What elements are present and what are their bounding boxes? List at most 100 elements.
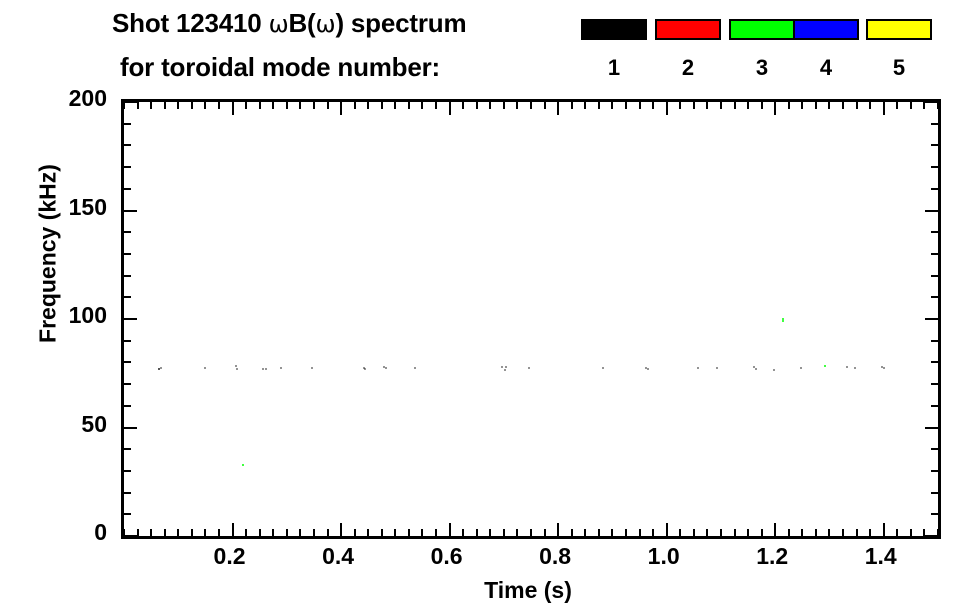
title-shot-text: Shot 123410 (112, 8, 269, 38)
legend-swatch-mode-1[interactable] (581, 19, 647, 40)
x-tick-label-1.2: 1.2 (756, 543, 789, 569)
x-tick-top-0.075 (163, 102, 166, 109)
legend-swatch-mode-3[interactable] (729, 19, 795, 40)
y-tick-right-90 (931, 339, 938, 342)
y-tick-180 (124, 144, 131, 147)
y-tick-right-70 (931, 383, 938, 386)
x-tick-0.150 (204, 529, 207, 536)
y-tick-100 (124, 318, 137, 320)
data-point-mode-1 (696, 366, 699, 369)
x-tick-top-1.375 (869, 102, 872, 109)
data-point-mode-1 (504, 365, 507, 368)
x-axis-label: Time (s) (484, 577, 572, 603)
title-line-1: Shot 123410 ωB(ω) spectrum (112, 8, 467, 39)
y-tick-right-100 (925, 318, 938, 320)
y-tick-80 (124, 361, 131, 364)
x-tick-top-0.950 (638, 102, 641, 109)
data-point-mode-1 (755, 367, 758, 370)
legend-swatch-mode-2[interactable] (655, 19, 721, 40)
x-tick-0.225 (245, 529, 248, 536)
omega-symbol-2: ω (315, 10, 336, 38)
x-tick-top-0.425 (353, 102, 356, 109)
x-tick-top-0.550 (421, 102, 424, 109)
x-tick-0.925 (624, 529, 627, 536)
x-tick-1.500 (937, 529, 938, 536)
y-tick-right-150 (925, 209, 938, 212)
y-tick-10 (124, 513, 131, 516)
x-tick-top-0.450 (367, 102, 370, 109)
legend-label-mode-4: 4 (819, 55, 833, 80)
x-tick-top-0.775 (543, 102, 546, 109)
y-tick-90 (124, 339, 131, 342)
x-tick-top-0.150 (204, 102, 207, 109)
x-tick-1.350 (855, 529, 858, 536)
x-tick-top-0.175 (217, 102, 220, 109)
legend-label-mode-1: 1 (607, 55, 621, 80)
y-tick-label-100: 100 (68, 302, 107, 328)
y-tick-right-110 (931, 296, 938, 299)
x-tick-label-0.4: 0.4 (322, 543, 355, 569)
x-tick-top-1.250 (801, 102, 804, 109)
x-tick-0.800 (557, 523, 560, 536)
legend-label-mode-5: 5 (892, 55, 906, 80)
x-tick-label-0.2: 0.2 (213, 543, 246, 569)
x-tick-top-0.850 (584, 102, 587, 109)
x-tick-top-0.025 (136, 102, 139, 109)
y-tick-70 (124, 383, 131, 386)
x-tick-top-1.450 (909, 102, 912, 109)
x-tick-1.025 (679, 529, 682, 536)
chart-title-block: Shot 123410 ωB(ω) spectrum for toroidal … (0, 0, 963, 95)
x-tick-top-0.125 (190, 102, 193, 109)
data-point-mode-1 (157, 367, 160, 370)
x-tick-top-0.225 (245, 102, 248, 109)
y-tick-right-40 (931, 448, 938, 451)
x-tick-0.100 (177, 529, 180, 536)
x-tick-1.250 (801, 529, 804, 536)
title-b-text: B( (288, 8, 316, 38)
data-point-mode-1 (501, 366, 504, 369)
x-tick-0.775 (543, 529, 546, 536)
x-tick-top-0.825 (570, 102, 573, 109)
x-tick-0.700 (502, 529, 505, 536)
y-tick-150 (124, 209, 137, 212)
legend-swatch-mode-5[interactable] (866, 19, 932, 40)
plot-area (124, 102, 938, 536)
x-tick-1.375 (869, 529, 872, 536)
y-tick-right-130 (931, 252, 938, 255)
x-tick-top-1.400 (882, 102, 885, 115)
x-tick-label-1.4: 1.4 (864, 543, 897, 569)
x-tick-top-0.375 (326, 102, 329, 109)
data-point-mode-1 (311, 366, 314, 369)
x-tick-0.000 (124, 529, 125, 536)
data-point-mode-1 (383, 366, 386, 369)
legend-swatch-mode-4[interactable] (793, 19, 859, 40)
y-tick-110 (124, 296, 131, 299)
y-tick-right-160 (931, 187, 938, 190)
data-point-mode-1 (528, 367, 531, 370)
x-tick-top-0.100 (177, 102, 180, 109)
data-point-mode-1 (204, 366, 207, 369)
x-tick-top-1.150 (747, 102, 750, 109)
data-point-mode-3 (242, 463, 245, 466)
x-tick-top-0.500 (394, 102, 397, 109)
x-tick-0.825 (570, 529, 573, 536)
x-tick-top-1.000 (665, 102, 668, 115)
x-tick-0.950 (638, 529, 641, 536)
x-tick-top-1.425 (896, 102, 899, 109)
x-tick-top-1.325 (842, 102, 845, 109)
x-tick-1.425 (896, 529, 899, 536)
data-point-mode-1 (503, 368, 506, 371)
y-tick-label-200: 200 (68, 85, 107, 111)
data-point-mode-1 (264, 367, 267, 370)
y-tick-label-0: 0 (94, 519, 107, 545)
x-tick-1.050 (692, 529, 695, 536)
y-tick-right-0 (925, 535, 938, 536)
x-tick-1.275 (814, 529, 817, 536)
x-tick-1.325 (842, 529, 845, 536)
x-tick-1.450 (909, 529, 912, 536)
x-tick-0.375 (326, 529, 329, 536)
y-tick-right-20 (931, 491, 938, 494)
legend: 1 2 3 4 5 (0, 0, 963, 95)
x-tick-top-1.475 (923, 102, 926, 109)
x-tick-0.575 (435, 529, 438, 536)
